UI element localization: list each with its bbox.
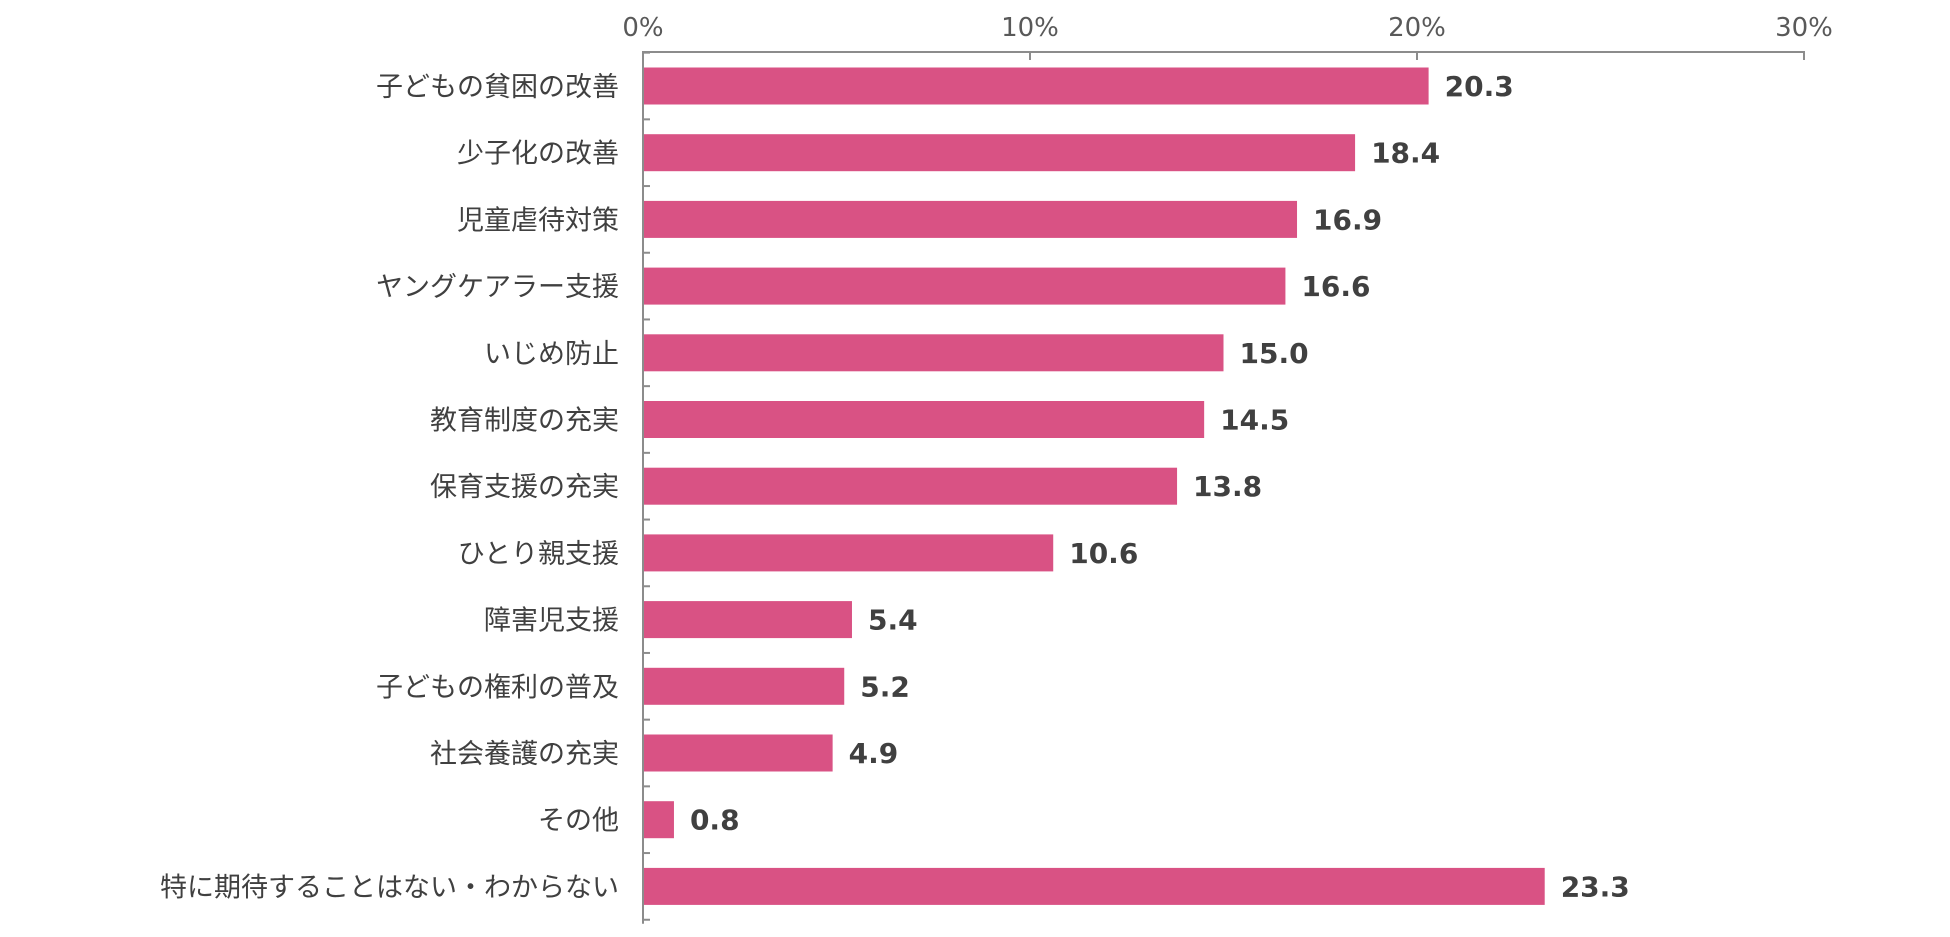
data-label: 4.9: [849, 737, 899, 770]
bar: [644, 401, 1205, 438]
category-label: いじめ防止: [484, 339, 619, 370]
bar: [644, 734, 833, 772]
bar: [644, 601, 852, 639]
data-label: 16.6: [1301, 270, 1370, 303]
bar: [644, 267, 1286, 305]
bar: [644, 801, 674, 839]
data-label: 23.3: [1561, 870, 1630, 903]
category-label: その他: [538, 806, 619, 837]
category-label: 少子化の改善: [457, 139, 619, 170]
data-label: 18.4: [1371, 137, 1440, 170]
bar: [644, 67, 1429, 105]
x-tick-label: 30%: [1775, 13, 1833, 43]
category-label: 児童虐待対策: [457, 205, 619, 236]
bar: [644, 200, 1298, 238]
x-tick-label: 10%: [1001, 13, 1059, 43]
category-labels: 子どもの貧困の改善少子化の改善児童虐待対策ヤングケアラー支援いじめ防止教育制度の…: [160, 72, 619, 903]
category-label: 特に期待することはない・わからない: [160, 872, 619, 903]
category-label: 教育制度の充実: [430, 406, 619, 437]
category-label: 障害児支援: [484, 606, 619, 637]
bar: [644, 867, 1545, 905]
category-label: 社会養護の充実: [430, 739, 619, 770]
y-axis: [642, 51, 650, 924]
category-label: ヤングケアラー支援: [376, 272, 619, 303]
bar: [644, 467, 1178, 505]
data-label: 16.9: [1313, 203, 1382, 236]
category-label: 保育支援の充実: [430, 472, 619, 503]
data-label: 20.3: [1445, 70, 1514, 103]
data-label: 0.8: [690, 804, 740, 837]
bar: [644, 667, 845, 705]
bar: [644, 134, 1356, 172]
data-label: 13.8: [1193, 470, 1262, 503]
data-label: 14.5: [1220, 404, 1289, 437]
bars: [644, 67, 1545, 905]
data-label: 10.6: [1069, 537, 1138, 570]
x-tick-label: 0%: [622, 13, 663, 43]
data-label: 15.0: [1240, 337, 1309, 370]
x-tick-label: 20%: [1388, 13, 1446, 43]
x-axis: 0% 10% 20% 30%: [622, 13, 1833, 60]
bar: [644, 334, 1224, 372]
bar: [644, 534, 1054, 572]
category-label: ひとり親支援: [458, 539, 619, 570]
data-label: 5.2: [860, 670, 910, 703]
category-label: 子どもの貧困の改善: [376, 72, 619, 103]
category-label: 子どもの権利の普及: [376, 672, 619, 703]
data-labels: 20.3 18.4 16.9 16.6 15.0 14.5 13.8 10.6 5.4 5.2 4.…: [690, 70, 1630, 903]
data-label: 5.4: [868, 604, 918, 637]
